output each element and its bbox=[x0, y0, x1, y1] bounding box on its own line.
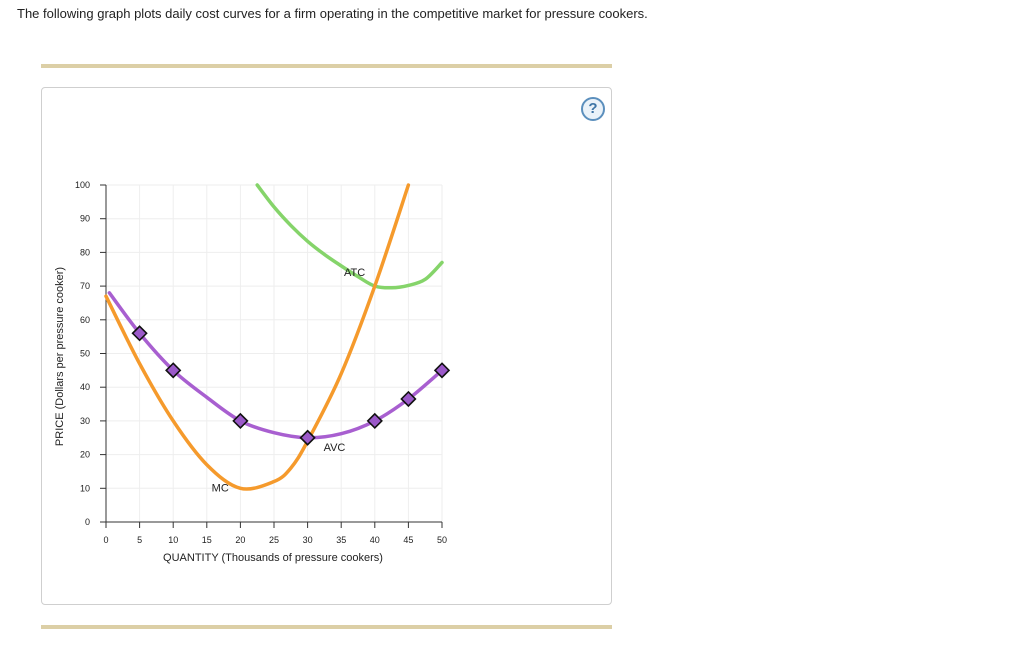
y-tick-label: 100 bbox=[75, 180, 90, 190]
x-tick-label: 0 bbox=[103, 535, 108, 545]
atc-curve bbox=[255, 183, 444, 290]
avc-point bbox=[131, 325, 148, 342]
x-tick-label: 45 bbox=[403, 535, 413, 545]
x-tick-label: 15 bbox=[202, 535, 212, 545]
y-tick-label: 80 bbox=[80, 247, 90, 257]
y-tick-label: 30 bbox=[80, 416, 90, 426]
y-tick-label: 0 bbox=[85, 517, 90, 527]
atc-label: ATC bbox=[344, 267, 365, 279]
curves bbox=[104, 183, 444, 491]
graph-panel bbox=[41, 87, 612, 605]
question-prompt: The following graph plots daily cost cur… bbox=[17, 6, 648, 21]
avc-point bbox=[165, 362, 182, 379]
top-divider bbox=[41, 64, 612, 68]
x-tick-label: 30 bbox=[303, 535, 313, 545]
x-tick-label: 25 bbox=[269, 535, 279, 545]
avc-point bbox=[433, 362, 451, 379]
y-tick-label: 90 bbox=[80, 214, 90, 224]
x-tick-label: 10 bbox=[168, 535, 178, 545]
ticks: 0 10 20 30 40 50 60 70 80 90 100 0 5 10 15 20 25 30 35 40 45… bbox=[75, 180, 447, 545]
x-tick-label: 5 bbox=[137, 535, 142, 545]
y-tick-label: 40 bbox=[80, 382, 90, 392]
mc-label: MC bbox=[212, 483, 229, 495]
avc-label: AVC bbox=[324, 442, 346, 454]
avc-point bbox=[232, 412, 249, 430]
avc-point bbox=[366, 412, 383, 430]
y-tick-label: 60 bbox=[80, 315, 90, 325]
x-tick-label: 20 bbox=[235, 535, 245, 545]
x-tick-label: 50 bbox=[437, 535, 447, 545]
bottom-divider bbox=[41, 625, 612, 629]
y-tick-label: 10 bbox=[80, 483, 90, 493]
curve-labels: ATC AVC MC bbox=[212, 267, 366, 495]
help-button[interactable]: ? bbox=[581, 97, 605, 121]
y-axis-title: PRICE (Dollars per pressure cooker) bbox=[54, 267, 66, 446]
mc-curve bbox=[104, 183, 411, 491]
y-tick-label: 20 bbox=[80, 450, 90, 460]
avc-point bbox=[400, 390, 417, 408]
x-tick-label: 40 bbox=[370, 535, 380, 545]
x-axis-title: QUANTITY (Thousands of pressure cookers) bbox=[163, 552, 383, 564]
avc-markers bbox=[131, 325, 451, 446]
x-tick-label: 35 bbox=[336, 535, 346, 545]
avc-curve bbox=[107, 291, 444, 440]
avc-point bbox=[299, 429, 316, 446]
y-tick-label: 70 bbox=[80, 281, 90, 291]
y-tick-label: 50 bbox=[80, 349, 90, 359]
